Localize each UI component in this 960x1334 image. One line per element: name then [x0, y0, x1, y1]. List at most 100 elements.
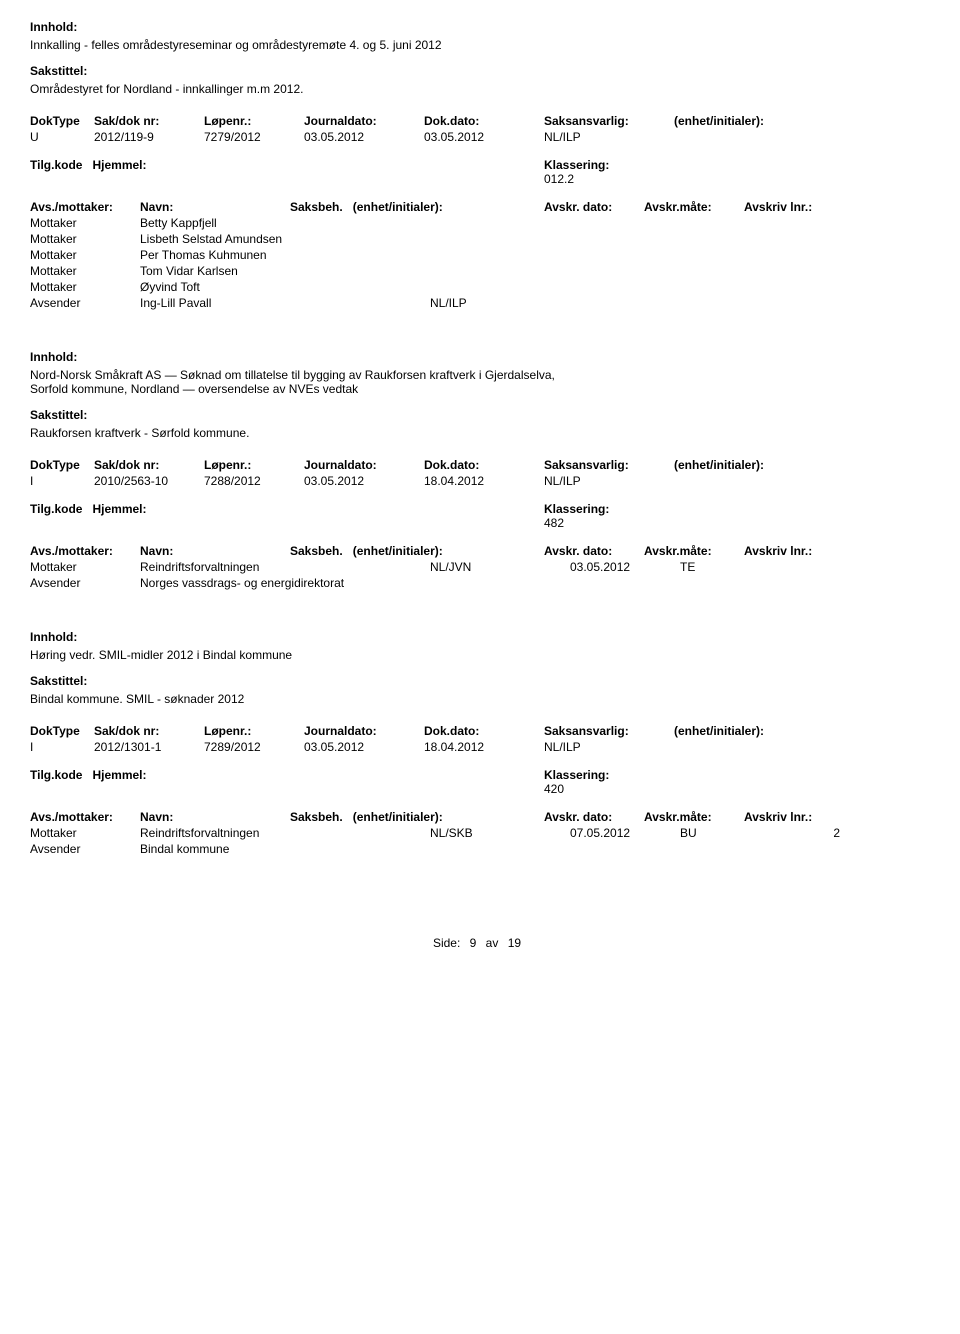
klassering-val-row: 012.2: [30, 172, 930, 186]
party-row: Mottaker Reindriftsforvaltningen NL/JVN …: [30, 560, 930, 574]
hdr-avskrivlnr: Avskriv lnr.:: [744, 544, 844, 558]
hdr-dokdato: Dok.dato:: [424, 724, 544, 738]
party-saksbeh: [430, 280, 570, 294]
party-avskrmate: [680, 232, 780, 246]
hdr-journaldato: Journaldato:: [304, 114, 424, 128]
party-avskrlnr: [780, 232, 840, 246]
party-avskrdato: [570, 296, 680, 310]
hdr-enhet: (enhet/initialer):: [674, 458, 814, 472]
party-row: Avsender Ing-Lill Pavall NL/ILP: [30, 296, 930, 310]
entry-casetitle: Bindal kommune. SMIL - søknader 2012: [30, 692, 930, 706]
party-avskrdato: [570, 280, 680, 294]
hdr-sakdok: Sak/dok nr:: [94, 458, 204, 472]
hdr-avskrdato: Avskr. dato:: [544, 200, 644, 214]
footer-side-label: Side:: [433, 936, 460, 950]
entry-content: Innkalling - felles områdestyreseminar o…: [30, 38, 590, 52]
hdr-avsmottaker: Avs./mottaker:: [30, 810, 140, 824]
footer-total: 19: [508, 936, 521, 950]
party-avskrlnr: [780, 842, 840, 856]
hdr-navn: Navn:: [140, 200, 290, 214]
party-row: Mottaker Tom Vidar Karlsen: [30, 264, 930, 278]
hdr-enhet: (enhet/initialer):: [674, 114, 814, 128]
party-role: Mottaker: [30, 280, 140, 294]
hdr-enhet: (enhet/initialer):: [674, 724, 814, 738]
sakstittel-label: Sakstittel:: [30, 64, 930, 78]
val-sakdok: 2012/1301-1: [94, 740, 204, 754]
party-name: Øyvind Toft: [140, 280, 430, 294]
party-role: Mottaker: [30, 232, 140, 246]
innhold-label: Innhold:: [30, 630, 930, 644]
party-avskrlnr: [780, 576, 840, 590]
hdr-avsmottaker: Avs./mottaker:: [30, 200, 140, 214]
party-avskrdato: [570, 248, 680, 262]
val-saksansvarlig: NL/ILP: [544, 474, 674, 488]
val-lopenr: 7288/2012: [204, 474, 304, 488]
val-klassering: 482: [544, 516, 564, 530]
party-saksbeh: NL/JVN: [430, 560, 570, 574]
party-avskrlnr: [780, 560, 840, 574]
journal-entry: Innhold: Innkalling - felles områdestyre…: [30, 20, 930, 310]
hdr-doktype: DokType: [30, 458, 94, 472]
sakstittel-label: Sakstittel:: [30, 408, 930, 422]
entry-content: Nord-Norsk Småkraft AS — Søknad om tilla…: [30, 368, 590, 396]
hdr-avskrivlnr: Avskriv lnr.:: [744, 200, 844, 214]
party-name: Per Thomas Kuhmunen: [140, 248, 430, 262]
val-klassering: 012.2: [544, 172, 574, 186]
hdr-doktype: DokType: [30, 724, 94, 738]
hdr-saksbeh: Saksbeh. (enhet/initialer):: [290, 200, 544, 214]
party-name: Bindal kommune: [140, 842, 430, 856]
tilgkode-hjemmel-label: Tilg.kode Hjemmel:: [30, 158, 544, 172]
doc-data-row: I 2012/1301-1 7289/2012 03.05.2012 18.04…: [30, 740, 930, 754]
party-avskrmate: [680, 216, 780, 230]
hdr-lopenr: Løpenr.:: [204, 114, 304, 128]
innhold-label: Innhold:: [30, 350, 930, 364]
val-dokdato: 03.05.2012: [424, 130, 544, 144]
party-avskrdato: [570, 216, 680, 230]
party-header: Avs./mottaker: Navn: Saksbeh. (enhet/ini…: [30, 200, 930, 214]
doc-header-row: DokType Sak/dok nr: Løpenr.: Journaldato…: [30, 458, 930, 472]
doc-data-row: I 2010/2563-10 7288/2012 03.05.2012 18.0…: [30, 474, 930, 488]
val-sakdok: 2010/2563-10: [94, 474, 204, 488]
party-avskrmate: [680, 248, 780, 262]
party-saksbeh: [430, 248, 570, 262]
party-avskrmate: [680, 842, 780, 856]
val-lopenr: 7279/2012: [204, 130, 304, 144]
doc-data-row: U 2012/119-9 7279/2012 03.05.2012 03.05.…: [30, 130, 930, 144]
party-saksbeh: [430, 842, 570, 856]
hdr-avskrmate: Avskr.måte:: [644, 544, 744, 558]
party-header: Avs./mottaker: Navn: Saksbeh. (enhet/ini…: [30, 544, 930, 558]
party-avskrlnr: [780, 280, 840, 294]
party-role: Mottaker: [30, 216, 140, 230]
party-row: Avsender Norges vassdrags- og energidire…: [30, 576, 930, 590]
val-doktype: U: [30, 130, 94, 144]
party-row: Mottaker Øyvind Toft: [30, 280, 930, 294]
tilgkode-hjemmel-label: Tilg.kode Hjemmel:: [30, 502, 544, 516]
hdr-doktype: DokType: [30, 114, 94, 128]
klassering-label: Klassering:: [544, 768, 764, 782]
entry-casetitle: Områdestyret for Nordland - innkallinger…: [30, 82, 930, 96]
party-name: Reindriftsforvaltningen: [140, 560, 430, 574]
val-doktype: I: [30, 740, 94, 754]
hdr-dokdato: Dok.dato:: [424, 114, 544, 128]
val-dokdato: 18.04.2012: [424, 474, 544, 488]
party-avskrdato: 03.05.2012: [570, 560, 680, 574]
party-row: Mottaker Lisbeth Selstad Amundsen: [30, 232, 930, 246]
tilgkode-hjemmel-label: Tilg.kode Hjemmel:: [30, 768, 544, 782]
hdr-avskrdato: Avskr. dato:: [544, 544, 644, 558]
val-saksansvarlig: NL/ILP: [544, 740, 674, 754]
hdr-saksbeh: Saksbeh. (enhet/initialer):: [290, 544, 544, 558]
footer-page: 9: [470, 936, 477, 950]
journal-entry: Innhold: Høring vedr. SMIL-midler 2012 i…: [30, 630, 930, 856]
party-avskrmate: TE: [680, 560, 780, 574]
party-saksbeh: NL/SKB: [430, 826, 570, 840]
tilg-row: Tilg.kode Hjemmel: Klassering:: [30, 768, 930, 782]
parties-list: Mottaker Betty Kappfjell Mottaker Lisbet…: [30, 216, 930, 310]
party-role: Avsender: [30, 842, 140, 856]
doc-header-row: DokType Sak/dok nr: Løpenr.: Journaldato…: [30, 724, 930, 738]
val-doktype: I: [30, 474, 94, 488]
party-avskrlnr: [780, 216, 840, 230]
hdr-journaldato: Journaldato:: [304, 458, 424, 472]
klassering-label: Klassering:: [544, 502, 764, 516]
hdr-avskrmate: Avskr.måte:: [644, 200, 744, 214]
hdr-journaldato: Journaldato:: [304, 724, 424, 738]
